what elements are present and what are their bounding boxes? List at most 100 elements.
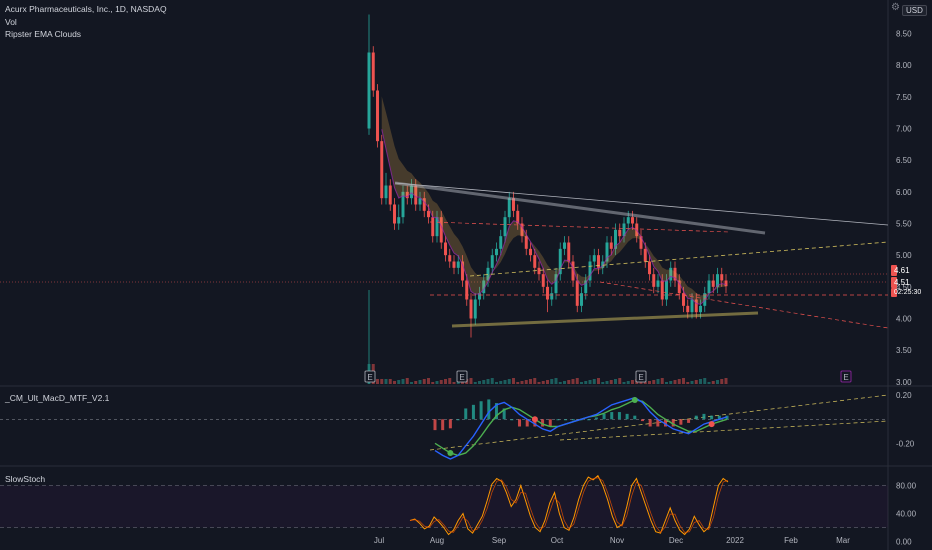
price-tick-label: 5.00	[896, 251, 912, 260]
candle-body	[414, 185, 418, 205]
candle-body	[452, 261, 456, 268]
macd-histogram-bar	[518, 419, 522, 427]
candle-body	[444, 242, 447, 256]
candle-body	[592, 255, 596, 262]
candle-body	[490, 255, 494, 268]
volume-bar	[380, 379, 384, 384]
volume-bar	[618, 378, 622, 384]
ema-clouds-indicator-label[interactable]: Ripster EMA Clouds	[5, 29, 82, 39]
macd-histogram-bar	[571, 419, 575, 421]
volume-bar	[575, 378, 579, 384]
earnings-marker-icon	[635, 370, 647, 383]
macd-histogram-bar	[702, 413, 706, 420]
volume-bar	[682, 378, 685, 384]
volume-bar	[660, 378, 664, 384]
candle-body	[401, 191, 405, 218]
macd-tick-label: 0.20	[896, 391, 912, 400]
macd-cross-dot	[631, 397, 638, 404]
time-tick-label: Dec	[669, 536, 683, 545]
candle-body	[605, 242, 609, 262]
volume-bar	[724, 378, 728, 384]
volume-bar	[631, 380, 634, 384]
volume-bar	[652, 380, 656, 384]
candle-body	[597, 255, 600, 268]
volume-bar	[550, 379, 554, 384]
stoch-tick-label: 40.00	[896, 510, 917, 519]
slowstoch-indicator-label[interactable]: SlowStoch	[5, 474, 46, 484]
candle-body	[554, 274, 558, 294]
macd-histogram-bar	[602, 413, 606, 420]
earnings-marker-icon	[364, 370, 376, 383]
volume-bar	[435, 381, 439, 384]
volume-bar	[376, 379, 379, 384]
volume-bar	[677, 379, 681, 384]
current-price-tag: 4.51	[891, 277, 910, 288]
macd-cross-dot	[708, 421, 715, 428]
candle-body	[643, 248, 647, 262]
candle-body	[669, 267, 673, 281]
stoch-line	[409, 474, 729, 536]
candle-body	[388, 185, 392, 205]
upper-trendline	[394, 181, 766, 235]
candle-body	[541, 274, 545, 287]
candle-body	[639, 236, 643, 249]
volume-bar	[571, 379, 575, 384]
volume-bar	[601, 382, 605, 384]
candle-body	[567, 242, 571, 262]
macd-histogram-bar	[687, 419, 691, 423]
candle-body	[482, 280, 486, 294]
volume-bar	[520, 381, 524, 384]
volume-bar	[516, 382, 520, 384]
time-tick-label: Feb	[784, 536, 798, 545]
candle-body	[682, 293, 685, 306]
candle-body	[537, 267, 541, 275]
volume-bar	[580, 382, 583, 384]
volume-bar	[541, 381, 545, 384]
dashed-resistance-line	[429, 221, 731, 233]
currency-badge[interactable]: USD	[902, 5, 927, 16]
candle-body	[461, 261, 464, 281]
volume-bar	[626, 381, 630, 384]
candle-body	[431, 217, 435, 237]
volume-bar	[393, 381, 396, 384]
volume-bar	[486, 379, 490, 384]
candle-body	[520, 223, 524, 237]
candle-body	[716, 274, 719, 287]
macd-histogram-bar	[533, 419, 537, 427]
volume-bar	[699, 379, 702, 384]
macd-histogram-bar	[717, 415, 721, 420]
candle-body	[720, 274, 724, 281]
vol-indicator-label[interactable]: Vol	[5, 17, 17, 27]
candle-body	[473, 299, 477, 319]
volume-bar	[622, 382, 626, 384]
time-tick-label: Sep	[492, 536, 507, 545]
macd-histogram-bar	[479, 401, 483, 420]
volume-bar	[707, 382, 711, 384]
earnings-marker-label: E	[638, 373, 643, 382]
candle-body	[571, 261, 575, 281]
upper-trendline-extended	[394, 182, 889, 226]
candle-body	[626, 217, 630, 224]
stoch-signal-line	[409, 477, 729, 534]
earnings-marker-label: E	[459, 373, 464, 382]
candle-body	[550, 293, 554, 300]
macd-histogram-bar	[525, 419, 529, 427]
candle-body	[546, 286, 549, 300]
candle-body	[694, 299, 698, 313]
candle-body	[495, 248, 498, 256]
macd-indicator-label[interactable]: _CM_Ult_MacD_MTF_V2.1	[5, 393, 110, 403]
volume-bar	[643, 382, 647, 384]
earnings-marker-label: E	[843, 373, 848, 382]
candle-body	[512, 198, 515, 211]
time-tick-label: Nov	[610, 536, 624, 545]
macd-histogram-bar	[694, 415, 698, 420]
candle-body	[503, 217, 507, 237]
volume-bar	[478, 381, 481, 384]
time-tick-label: 2022	[726, 536, 744, 545]
settings-gear-icon[interactable]: ⚙	[891, 2, 900, 13]
macd-histogram-bar	[494, 403, 498, 420]
candle-body	[427, 210, 430, 218]
candle-body	[376, 90, 379, 142]
volume-bar	[656, 379, 660, 384]
